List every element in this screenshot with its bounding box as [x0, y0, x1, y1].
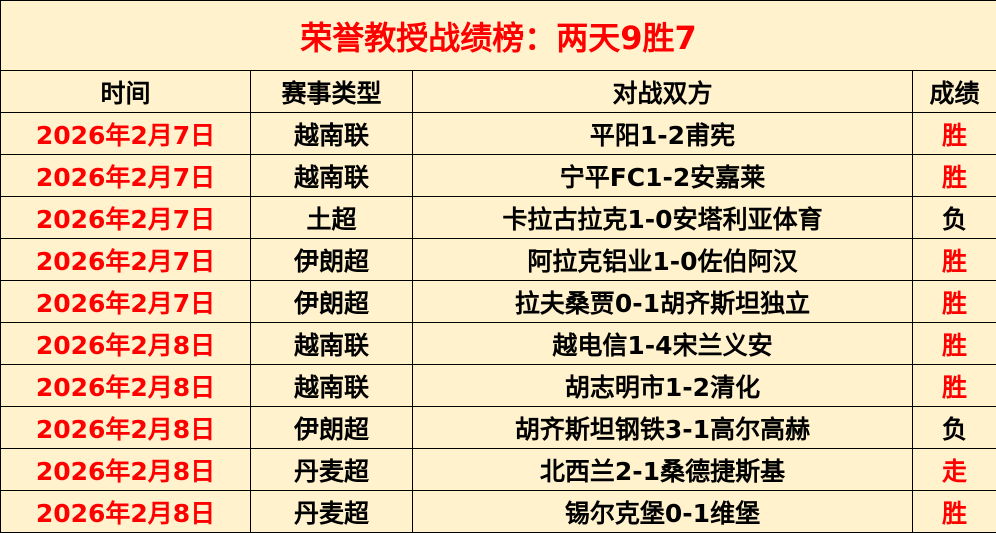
result-cell: 胜 [911, 490, 996, 533]
date-cell: 2026年2月7日 [0, 112, 251, 155]
result-cell: 胜 [911, 364, 996, 407]
table-row: 2026年2月8日 丹麦超 北西兰2-1桑德捷斯基走 [0, 448, 996, 491]
result-cell: 走 [911, 448, 996, 491]
match-cell: 胡志明市1-2清化 [412, 364, 913, 407]
date-cell: 2026年2月7日 [0, 154, 251, 197]
date-cell: 2026年2月7日 [0, 196, 251, 239]
type-cell: 伊朗超 [250, 406, 413, 449]
type-cell: 越南联 [250, 322, 413, 365]
result-cell: 负 [911, 196, 996, 239]
date-cell: 2026年2月8日 [0, 364, 251, 407]
match-cell: 北西兰2-1桑德捷斯基 [412, 448, 913, 491]
result-cell: 胜 [911, 322, 996, 365]
header-time: 时间 [0, 70, 251, 113]
page-title: 荣誉教授战绩榜：两天9胜7 [0, 0, 996, 71]
table-row: 2026年2月8日 越南联 越电信1-4宋兰义安胜 [0, 322, 996, 365]
table-row: 2026年2月8日 丹麦超 锡尔克堡0-1维堡胜 [0, 490, 996, 533]
date-cell: 2026年2月8日 [0, 490, 251, 533]
result-cell: 胜 [911, 280, 996, 323]
result-cell: 胜 [911, 238, 996, 281]
type-cell: 丹麦超 [250, 448, 413, 491]
date-cell: 2026年2月8日 [0, 406, 251, 449]
match-cell: 卡拉古拉克1-0安塔利亚体育 [412, 196, 913, 239]
header-row: 时间 赛事类型 对战双方 成绩 [0, 70, 996, 113]
header-type: 赛事类型 [250, 70, 413, 113]
type-cell: 越南联 [250, 364, 413, 407]
table-row: 2026年2月8日 伊朗超 胡齐斯坦钢铁3-1高尔高赫负 [0, 406, 996, 449]
table-row: 2026年2月7日 土超 卡拉古拉克1-0安塔利亚体育负 [0, 196, 996, 239]
match-cell: 锡尔克堡0-1维堡 [412, 490, 913, 533]
type-cell: 丹麦超 [250, 490, 413, 533]
match-cell: 拉夫桑贾0-1胡齐斯坦独立 [412, 280, 913, 323]
date-cell: 2026年2月7日 [0, 280, 251, 323]
type-cell: 伊朗超 [250, 280, 413, 323]
match-cell: 越电信1-4宋兰义安 [412, 322, 913, 365]
date-cell: 2026年2月8日 [0, 322, 251, 365]
table-row: 2026年2月7日 越南联 宁平FC1-2安嘉莱胜 [0, 154, 996, 197]
date-cell: 2026年2月8日 [0, 448, 251, 491]
header-result: 成绩 [911, 70, 996, 113]
type-cell: 伊朗超 [250, 238, 413, 281]
type-cell: 土超 [250, 196, 413, 239]
result-cell: 胜 [911, 154, 996, 197]
result-cell: 负 [911, 406, 996, 449]
match-cell: 平阳1-2甫宪 [412, 112, 913, 155]
table-row: 2026年2月7日 越南联 平阳1-2甫宪胜 [0, 112, 996, 155]
table-row: 2026年2月8日 越南联 胡志明市1-2清化胜 [0, 364, 996, 407]
type-cell: 越南联 [250, 112, 413, 155]
match-cell: 宁平FC1-2安嘉莱 [412, 154, 913, 197]
header-match: 对战双方 [412, 70, 913, 113]
table-row: 2026年2月7日 伊朗超 阿拉克铝业1-0佐伯阿汉胜 [0, 238, 996, 281]
result-cell: 胜 [911, 112, 996, 155]
table-row: 2026年2月7日 伊朗超 拉夫桑贾0-1胡齐斯坦独立胜 [0, 280, 996, 323]
match-cell: 阿拉克铝业1-0佐伯阿汉 [412, 238, 913, 281]
type-cell: 越南联 [250, 154, 413, 197]
match-cell: 胡齐斯坦钢铁3-1高尔高赫 [412, 406, 913, 449]
date-cell: 2026年2月7日 [0, 238, 251, 281]
